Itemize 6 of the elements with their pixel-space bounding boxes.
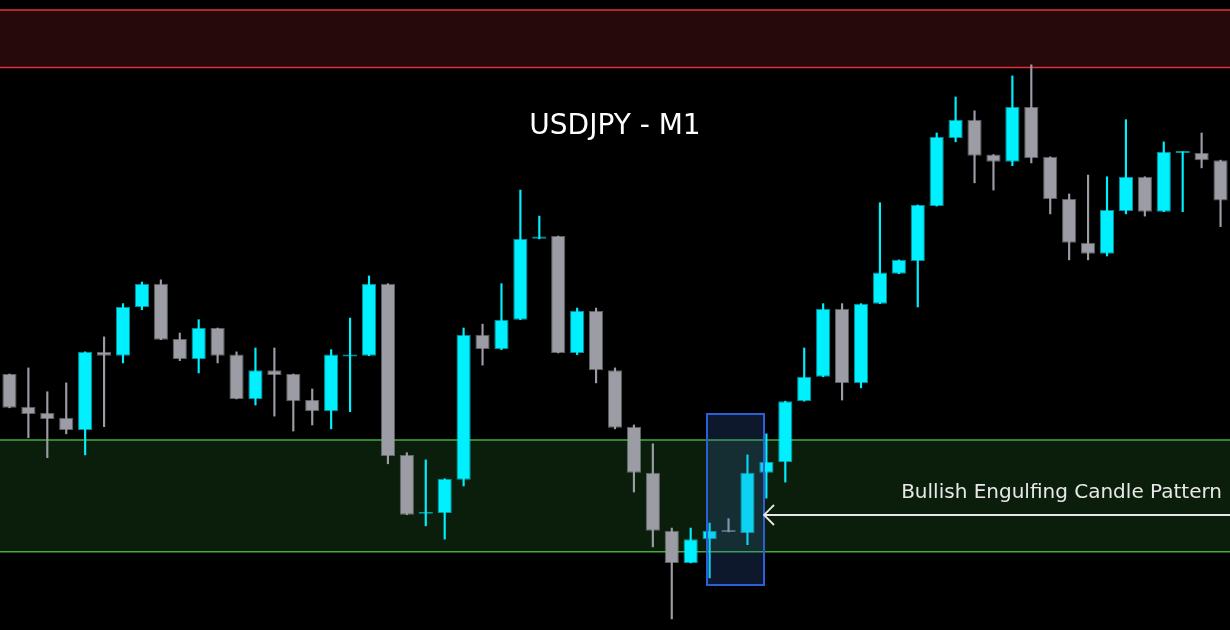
text: USDJPY - M1 (528, 108, 702, 141)
annotation: Bullish Engulfing Candle Pattern (901, 479, 1222, 503)
candlestick (986, 154, 1001, 191)
candlestick (475, 323, 490, 366)
candlestick (96, 336, 112, 427)
candlestick (1175, 150, 1190, 212)
